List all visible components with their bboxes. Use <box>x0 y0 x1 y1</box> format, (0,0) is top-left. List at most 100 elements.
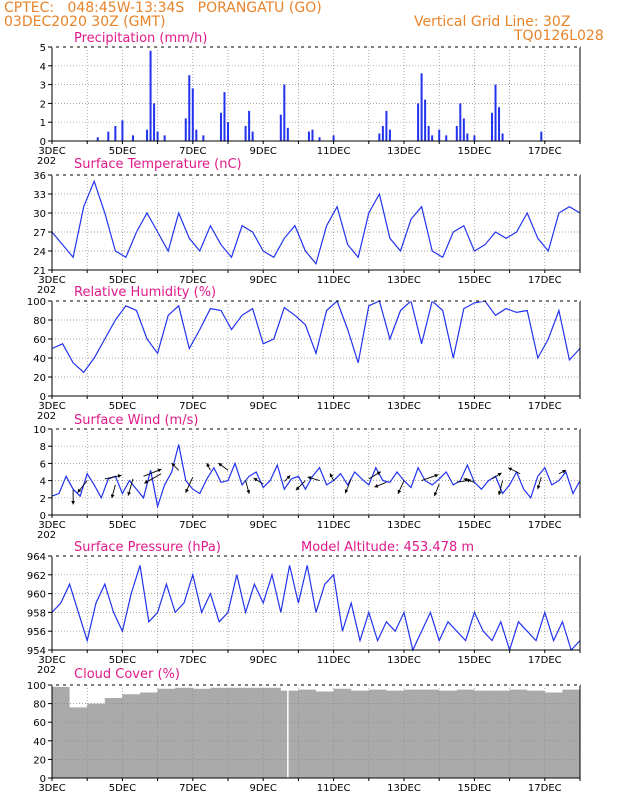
x-tick-label: 17DEC <box>528 655 562 666</box>
x-tick-label: 9DEC <box>250 520 277 531</box>
x-tick-label: 7DEC <box>179 401 206 412</box>
x-tick-label: 17DEC <box>528 401 562 412</box>
precip-bar <box>491 112 493 141</box>
pressure-title: Surface Pressure (hPa) <box>74 540 221 555</box>
model-altitude-label: Model Altitude: 453.478 m <box>301 540 474 555</box>
precip-bar <box>248 110 251 141</box>
x-tick-label: 7DEC <box>179 655 206 666</box>
x-tick-label: 5DEC <box>109 520 136 531</box>
precip-bar <box>153 103 156 141</box>
precip-bar <box>420 73 423 141</box>
y-tick-label: 0 <box>40 137 46 148</box>
cloud-cover-area <box>52 686 580 778</box>
x-tick-label: 9DEC <box>250 783 277 794</box>
x-year-label: 202 <box>37 156 56 167</box>
wind-arrow <box>558 469 567 475</box>
header-model-code: TQ0126L028 <box>514 28 604 44</box>
precip-bar <box>318 137 321 141</box>
precip-bar <box>244 125 247 141</box>
y-tick-label: 30 <box>33 209 46 220</box>
wind-arrow <box>110 484 116 499</box>
temperature-panel: 21 24 27 30 33 36 3DEC 5DEC 7DEC 9DEC 11DEC 13DEC 15… <box>33 157 581 296</box>
x-tick-label: 5DEC <box>109 783 136 794</box>
x-tick-label: 13DEC <box>387 146 421 157</box>
x-tick-label: 5DEC <box>109 146 136 157</box>
x-tick-label: 5DEC <box>109 401 136 412</box>
x-tick-label: 5DEC <box>109 275 136 286</box>
pressure-frame <box>51 555 581 651</box>
y-tick-label: 40 <box>33 737 46 748</box>
wind-arrow <box>295 480 306 491</box>
y-tick-label: 958 <box>27 608 46 619</box>
precip-bar <box>431 135 434 141</box>
precip-bar <box>381 125 384 141</box>
y-tick-label: 36 <box>33 171 46 182</box>
y-tick-label: 4 <box>40 477 46 488</box>
wind-arrow <box>374 481 387 488</box>
precip-bar <box>466 133 469 141</box>
y-tick-label: 3 <box>40 81 46 92</box>
precip-bar <box>311 129 314 141</box>
wind-arrow <box>463 478 475 483</box>
x-tick-label: 15DEC <box>458 275 492 286</box>
wind-arrow <box>368 471 382 480</box>
x-tick-label: 17DEC <box>528 146 562 157</box>
y-tick-label: 962 <box>27 571 46 582</box>
y-tick-label: 60 <box>33 718 46 729</box>
y-tick-label: 0 <box>40 511 46 522</box>
precip-bar <box>286 127 289 141</box>
x-tick-label: 11DEC <box>317 275 351 286</box>
precip-bar <box>427 125 430 141</box>
y-tick-label: 2 <box>40 99 46 110</box>
y-tick-label: 6 <box>40 459 46 470</box>
wind-arrow <box>143 468 162 477</box>
wind-arrow <box>245 480 251 494</box>
precip-bar <box>114 125 117 141</box>
y-tick-label: 20 <box>33 373 46 384</box>
wind-series-line <box>51 444 581 509</box>
x-tick-label: 9DEC <box>250 655 277 666</box>
x-tick-label: 5DEC <box>109 655 136 666</box>
precip-bar <box>445 135 448 141</box>
y-tick-label: 100 <box>27 297 46 308</box>
wind-arrow <box>253 477 264 485</box>
wind-arrow <box>71 490 76 505</box>
y-tick-label: 27 <box>33 228 46 239</box>
y-tick-label: 24 <box>33 247 46 258</box>
x-tick-label: 17DEC <box>528 275 562 286</box>
x-year-label: 202 <box>37 530 56 541</box>
x-tick-label: 11DEC <box>317 146 351 157</box>
precip-bar <box>107 131 110 141</box>
y-tick-label: 100 <box>27 681 46 692</box>
y-tick-label: 21 <box>33 266 46 277</box>
precip-bar <box>251 131 254 141</box>
x-tick-label: 11DEC <box>317 655 351 666</box>
y-tick-label: 80 <box>33 700 46 711</box>
precip-bar <box>332 135 335 141</box>
x-tick-label: 11DEC <box>317 783 351 794</box>
x-tick-label: 15DEC <box>458 520 492 531</box>
precip-bar <box>149 50 152 142</box>
x-tick-label: 9DEC <box>250 401 277 412</box>
pressure-series-line <box>51 565 581 653</box>
y-tick-label: 10 <box>33 425 46 436</box>
wind-arrow <box>77 480 88 493</box>
wind-arrow <box>218 462 229 471</box>
wind-arrow <box>104 474 122 480</box>
y-tick-label: 4 <box>40 62 46 73</box>
precip-bar <box>156 131 159 141</box>
precip-bar <box>438 129 441 141</box>
wind-arrow <box>421 473 439 482</box>
x-tick-label: 3DEC <box>38 783 65 794</box>
wind-arrow <box>507 467 521 475</box>
wind-arrow <box>433 483 440 497</box>
x-tick-label: 15DEC <box>458 655 492 666</box>
precip-bar <box>96 137 99 141</box>
precip-bar <box>219 112 222 141</box>
wind-arrow <box>127 478 134 496</box>
x-tick-label: 3DEC <box>38 520 65 531</box>
precip-bar <box>498 107 501 141</box>
x-tick-label: 7DEC <box>179 520 206 531</box>
x-tick-label: 15DEC <box>458 401 492 412</box>
